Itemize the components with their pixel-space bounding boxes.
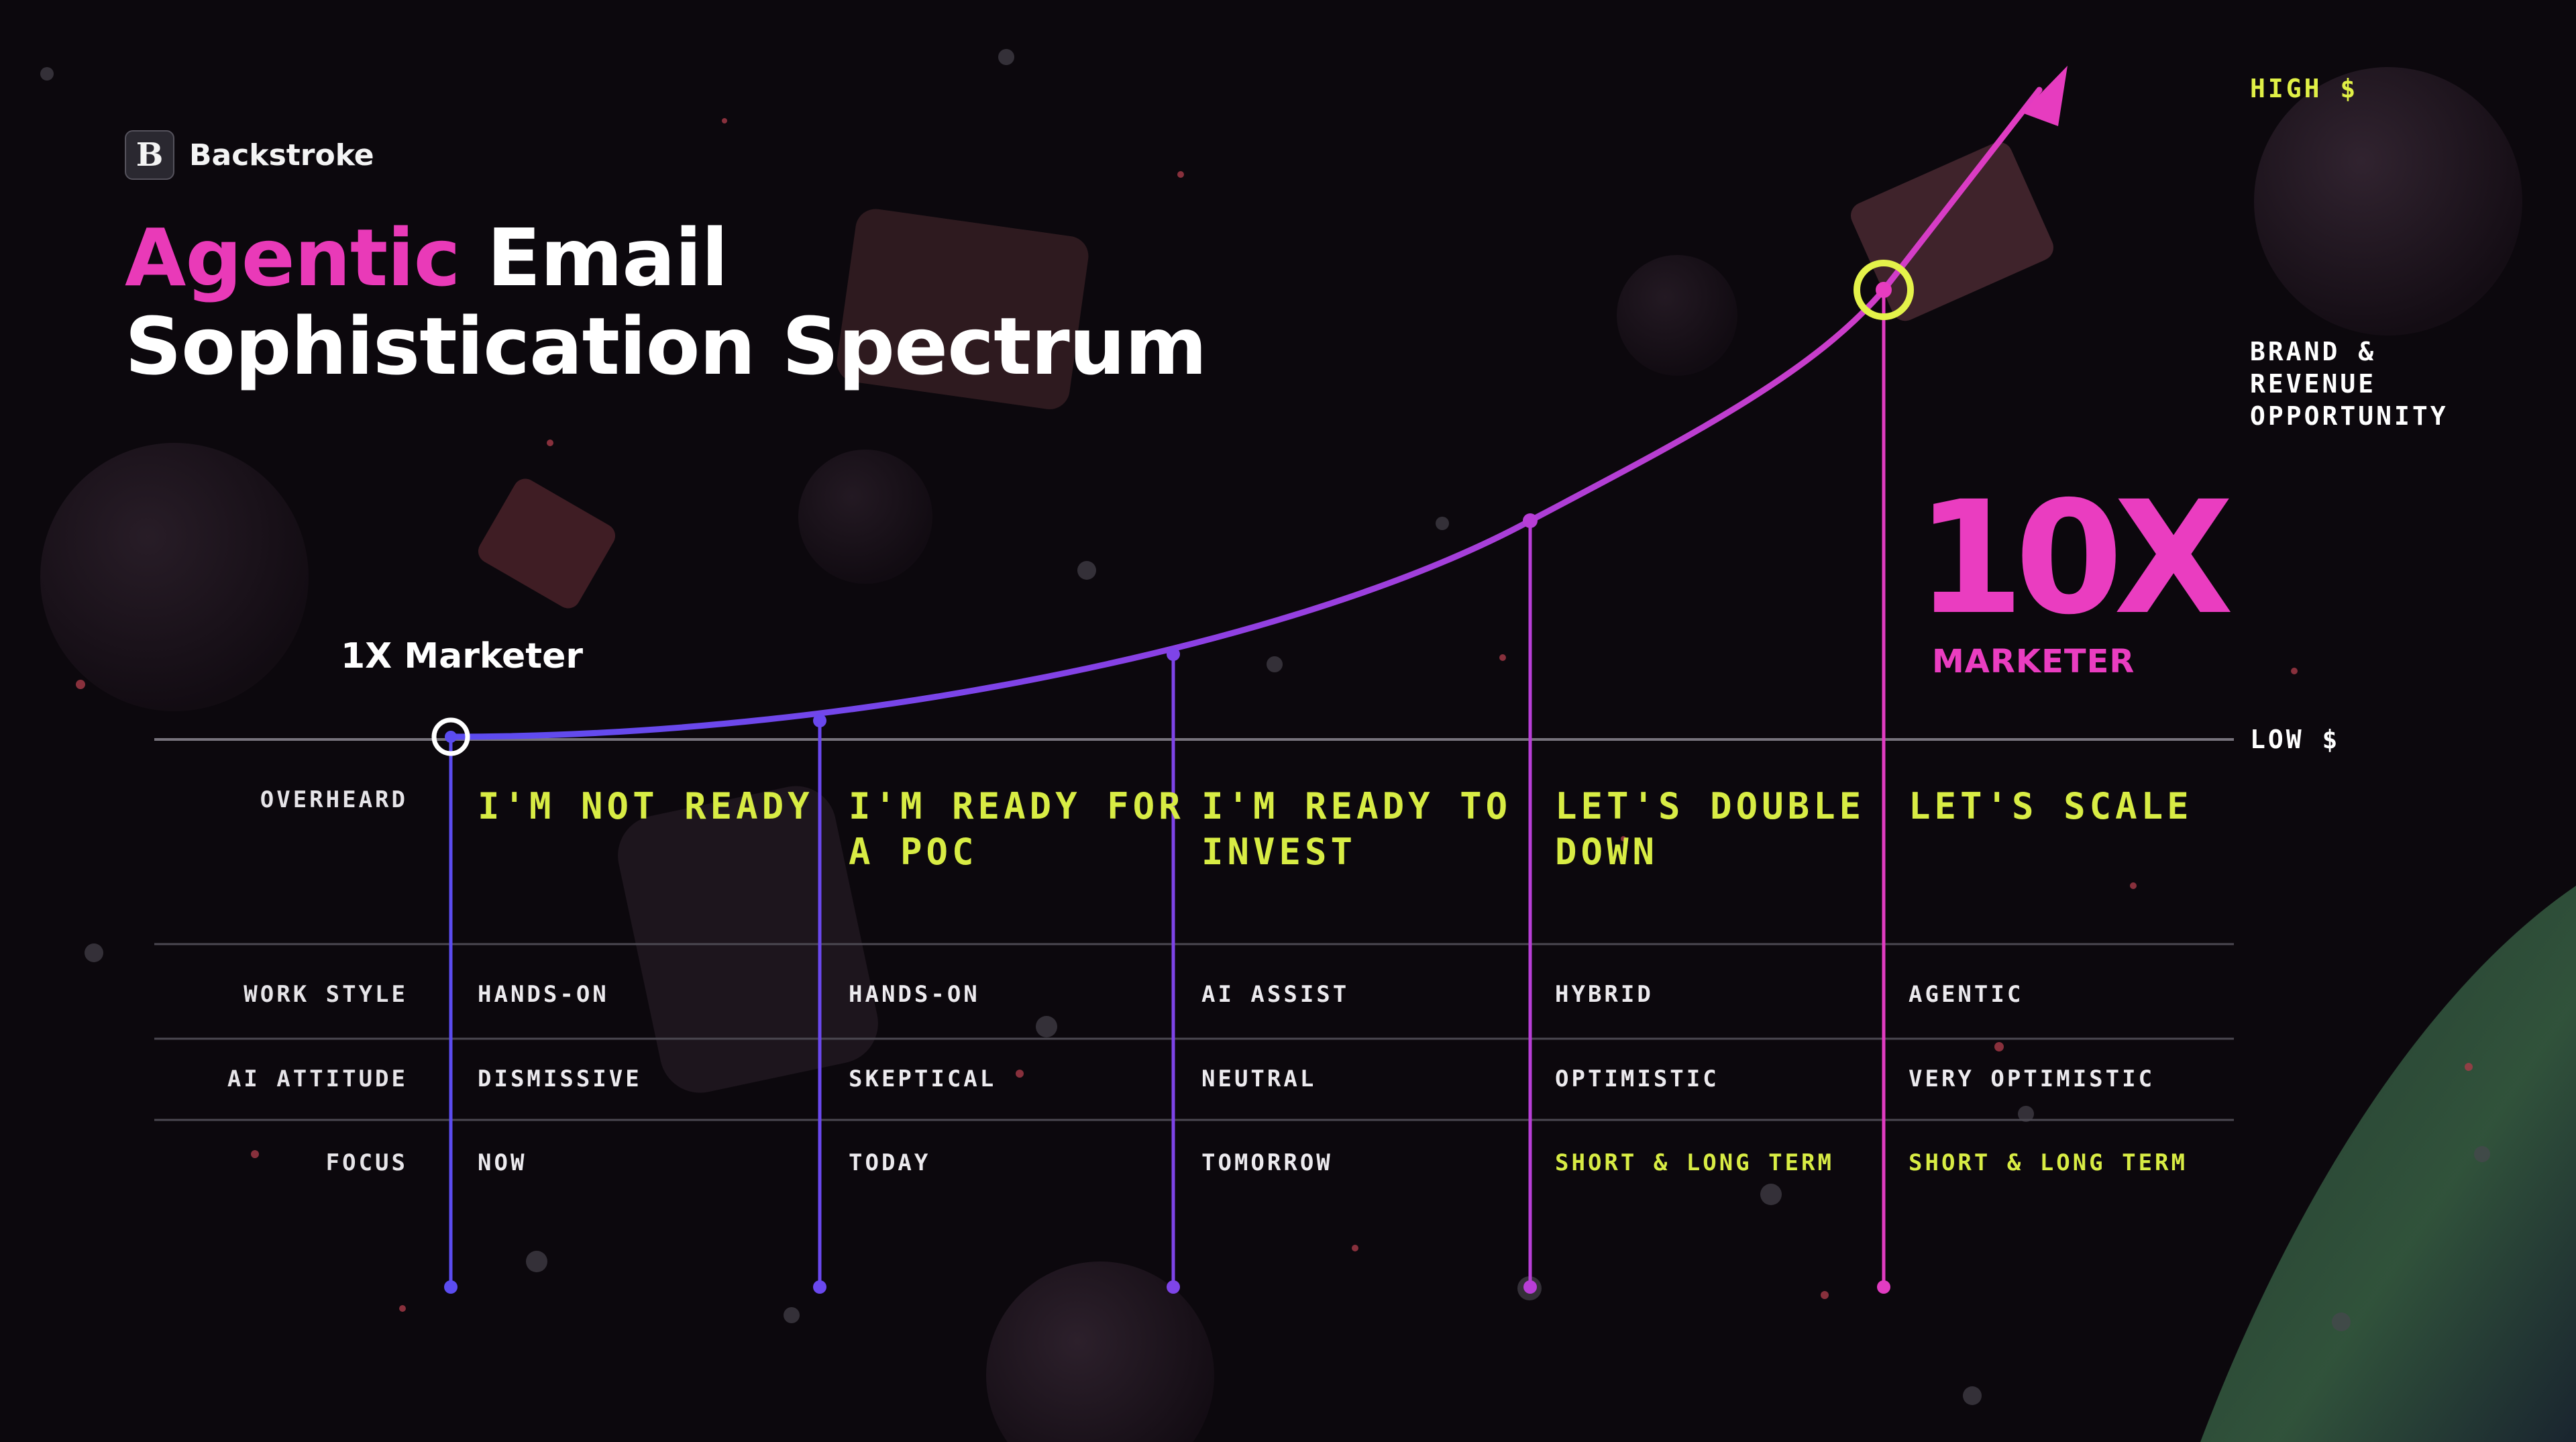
stage-4-overheard: LET'S DOUBLE DOWN <box>1555 785 1866 873</box>
stage-5-ai-attitude: VERY OPTIMISTIC <box>1909 1066 2155 1092</box>
stage-1-overheard: I'M NOT READY <box>478 785 814 827</box>
stage-2-point <box>813 714 826 727</box>
end-ring <box>1854 260 1914 320</box>
brand-name: Backstroke <box>189 138 374 172</box>
row-label-overheard: OVERHEARD <box>260 786 408 813</box>
title-line-2: Sophistication Spectrum <box>125 300 1208 393</box>
end-point <box>1876 282 1892 298</box>
one-x-label: 1X Marketer <box>341 636 584 676</box>
stage-2-work-style: HANDS-ON <box>849 981 980 1008</box>
stage-4-point <box>1523 513 1538 528</box>
stage-3-point <box>1167 648 1180 661</box>
stage-5-overheard: LET'S SCALE <box>1909 785 2193 827</box>
title-accent: Agentic <box>125 211 461 304</box>
backstroke-logo-icon: B <box>125 130 174 180</box>
stage-5-focus: SHORT & LONG TERM <box>1909 1149 2188 1176</box>
stage-1-focus: NOW <box>478 1149 527 1176</box>
row-label-work-style: WORK STYLE <box>244 981 408 1008</box>
ten-x-sublabel: MARKETER <box>1932 643 2135 680</box>
stage-3-end-dot <box>1167 1280 1180 1294</box>
stage-4-end-dot <box>1523 1280 1537 1294</box>
page-title: Agentic Email Sophistication Spectrum <box>125 211 1208 393</box>
low-value-label: LOW $ <box>2250 725 2341 754</box>
stage-4-work-style: HYBRID <box>1555 981 1654 1008</box>
stage-2-end-dot <box>813 1280 826 1294</box>
start-ring <box>431 717 470 756</box>
stage-2-focus: TODAY <box>849 1149 931 1176</box>
stage-2-ai-attitude: SKEPTICAL <box>849 1066 997 1092</box>
opportunity-label: BRAND & REVENUE OPPORTUNITY <box>2250 337 2449 431</box>
ten-x-label: 10X <box>1916 468 2234 649</box>
stage-1-end-dot <box>444 1280 458 1294</box>
stage-3-work-style: AI ASSIST <box>1201 981 1350 1008</box>
stage-5-end-dot <box>1877 1280 1890 1294</box>
stage-2-overheard: I'M READY FOR A POC <box>849 785 1185 873</box>
start-point <box>445 731 457 743</box>
stage-5-work-style: AGENTIC <box>1909 981 2024 1008</box>
growth-curve <box>447 87 2043 740</box>
row-label-focus: FOCUS <box>325 1149 408 1176</box>
brand-logo: B Backstroke <box>125 130 374 180</box>
stage-1-work-style: HANDS-ON <box>478 981 609 1008</box>
stage-3-ai-attitude: NEUTRAL <box>1201 1066 1317 1092</box>
stage-4-focus: SHORT & LONG TERM <box>1555 1149 1834 1176</box>
arrow-head <box>2022 66 2068 126</box>
stage-3-focus: TOMORROW <box>1201 1149 1333 1176</box>
stage-4-ai-attitude: OPTIMISTIC <box>1555 1066 1719 1092</box>
stage-1-ai-attitude: DISMISSIVE <box>478 1066 642 1092</box>
stage-3-overheard: I'M READY TO INVEST <box>1201 785 1512 873</box>
row-label-ai-attitude: AI ATTITUDE <box>227 1066 408 1092</box>
title-word: Email <box>486 211 729 304</box>
high-value-label: HIGH $ <box>2250 74 2359 103</box>
